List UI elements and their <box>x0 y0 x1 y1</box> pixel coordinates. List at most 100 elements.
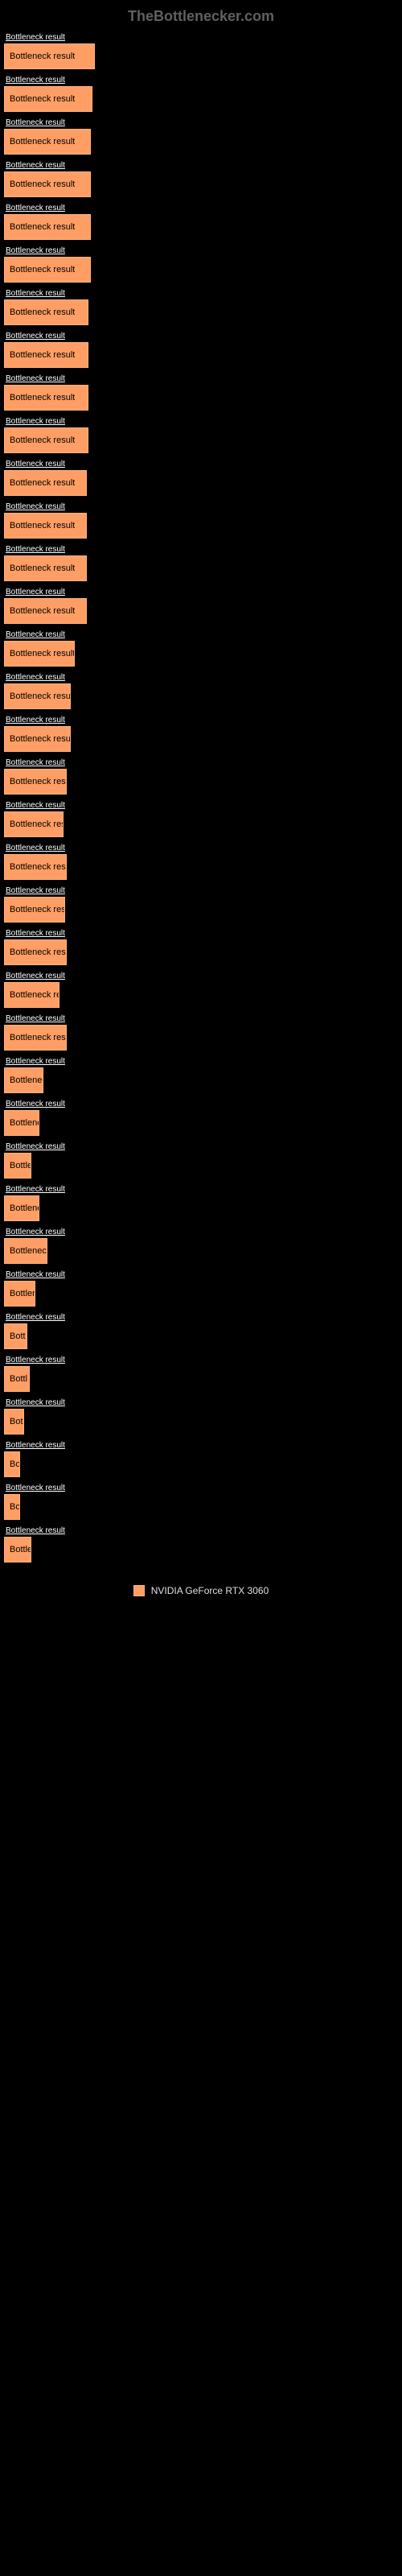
bar[interactable]: Bottleneck <box>4 1238 47 1264</box>
bar[interactable]: Bottleneck result <box>4 854 67 880</box>
bar-row: Bottleneck result Bott <box>4 1313 398 1349</box>
bar[interactable]: Bot <box>4 1409 24 1435</box>
bar-link[interactable]: Bottleneck result <box>4 1014 398 1023</box>
bar[interactable]: Bottleneck result <box>4 513 87 539</box>
bar[interactable]: Bottleneck result <box>4 171 91 197</box>
bar-link[interactable]: Bottleneck result <box>4 758 398 767</box>
bar-row: Bottleneck result Bottleneck result <box>4 374 398 411</box>
bar-label: Bottleneck result <box>10 862 66 872</box>
bar[interactable]: Bottleneck result <box>4 470 87 496</box>
bar[interactable]: Bottleneck result <box>4 598 87 624</box>
bar-link[interactable]: Bottleneck result <box>4 161 398 170</box>
bar-link[interactable]: Bottleneck result <box>4 844 398 852</box>
bar[interactable]: Bottle <box>4 1153 31 1179</box>
bar-wrapper: Bottleneck result <box>4 86 398 112</box>
bar-wrapper: Bottleneck result <box>4 257 398 283</box>
bar[interactable]: Bo <box>4 1451 20 1477</box>
bar-label: Bottleneck result <box>10 606 75 616</box>
bar-row: Bottleneck result Bottlenec <box>4 1057 398 1093</box>
bar[interactable]: Bottleneck result <box>4 1025 67 1051</box>
bar-link[interactable]: Bottleneck result <box>4 673 398 682</box>
bar-label: Bottleneck result <box>10 521 75 530</box>
bar-row: Bottleneck resultBottleneck result <box>4 929 398 965</box>
bar-link[interactable]: Bottleneck result <box>4 502 398 511</box>
bar[interactable]: Bo <box>4 1494 20 1520</box>
legend-color-box <box>133 1585 145 1596</box>
bar[interactable]: Bott <box>4 1323 27 1349</box>
bar-row: Bottleneck result Bottleneck resul <box>4 886 398 923</box>
bar-wrapper: Bottleneck result <box>4 769 398 795</box>
bar[interactable]: Bottleneck result <box>4 555 87 581</box>
bar[interactable]: Bottleneck resul <box>4 897 65 923</box>
bar-link[interactable]: Bottleneck result <box>4 588 398 597</box>
bar-link[interactable]: Bottleneck result <box>4 1185 398 1194</box>
bar-link[interactable]: Bottleneck result <box>4 289 398 298</box>
bar-link[interactable]: Bottleneck result <box>4 716 398 724</box>
bar-link[interactable]: Bottleneck result <box>4 1313 398 1322</box>
bar[interactable]: Bottlene <box>4 1195 39 1221</box>
bar-label: Bo <box>10 1502 19 1512</box>
bar-row: Bottleneck resultBottleneck result <box>4 673 398 709</box>
bar-row: Bottleneck result Bot <box>4 1398 398 1435</box>
bar-wrapper: Bottleneck result <box>4 854 398 880</box>
bar-link[interactable]: Bottleneck result <box>4 1356 398 1364</box>
bar-link[interactable]: Bottleneck result <box>4 545 398 554</box>
bar-row: Bottleneck result Bottleneck result <box>4 289 398 325</box>
bar-link[interactable]: Bottleneck result <box>4 972 398 980</box>
bar[interactable]: Bottleneck res <box>4 982 59 1008</box>
bar-row: Bottleneck resultBottleneck result <box>4 33 398 69</box>
bar-label: Bottlene <box>10 1203 39 1213</box>
bar-link[interactable]: Bottleneck result <box>4 1142 398 1151</box>
bar[interactable]: Bottle <box>4 1537 31 1563</box>
bar[interactable]: Bottleneck res <box>4 811 64 837</box>
bar-wrapper: Bottleneck result <box>4 641 398 667</box>
bar-label: Bottleneck result <box>10 308 75 317</box>
bar[interactable]: Bottlene <box>4 1110 39 1136</box>
bar-link[interactable]: Bottleneck result <box>4 1526 398 1535</box>
bar[interactable]: Bottleneck result <box>4 641 75 667</box>
bar-link[interactable]: Bottleneck result <box>4 118 398 127</box>
bar-link[interactable]: Bottleneck result <box>4 76 398 85</box>
bar-link[interactable]: Bottleneck result <box>4 417 398 426</box>
bar-link[interactable]: Bottleneck result <box>4 929 398 938</box>
bar-label: Bottlenec <box>10 1075 43 1085</box>
bar-link[interactable]: Bottleneck result <box>4 1484 398 1492</box>
bar-link[interactable]: Bottleneck result <box>4 246 398 255</box>
bar[interactable]: Bottleneck result <box>4 385 88 411</box>
bar-link[interactable]: Bottleneck result <box>4 1441 398 1450</box>
bar-link[interactable]: Bottleneck result <box>4 1228 398 1236</box>
bar-link[interactable]: Bottleneck result <box>4 1100 398 1108</box>
bar-link[interactable]: Bottleneck result <box>4 630 398 639</box>
bar[interactable]: Bottleneck result <box>4 342 88 368</box>
bar-link[interactable]: Bottleneck result <box>4 33 398 42</box>
bar-label: Bott <box>10 1331 26 1341</box>
bar-link[interactable]: Bottleneck result <box>4 460 398 469</box>
bar[interactable]: Bottleneck result <box>4 939 67 965</box>
bar-link[interactable]: Bottleneck result <box>4 1270 398 1279</box>
bar[interactable]: Bottleneck result <box>4 427 88 453</box>
bar-link[interactable]: Bottleneck result <box>4 204 398 213</box>
bar[interactable]: Bottlenec <box>4 1067 43 1093</box>
bar[interactable]: Bottleneck result <box>4 769 67 795</box>
bar[interactable]: Bottleneck result <box>4 214 91 240</box>
bar-link[interactable]: Bottleneck result <box>4 332 398 341</box>
bar[interactable]: Bottler <box>4 1281 35 1307</box>
bar[interactable]: Bottleneck result <box>4 86 92 112</box>
bar[interactable]: Bottleneck result <box>4 257 91 283</box>
bar-row: Bottleneck result Bottleneck res <box>4 972 398 1008</box>
bar[interactable]: Bottleneck result <box>4 43 95 69</box>
bar-row: Bottleneck result Bottleneck result <box>4 118 398 155</box>
bar-wrapper: Bottle <box>4 1153 398 1179</box>
bar-link[interactable]: Bottleneck result <box>4 1057 398 1066</box>
bar[interactable]: Bottleneck result <box>4 299 88 325</box>
bar-link[interactable]: Bottleneck result <box>4 886 398 895</box>
bar-label: Bottleneck res <box>10 990 59 1000</box>
bar-link[interactable]: Bottleneck result <box>4 374 398 383</box>
bar-link[interactable]: Bottleneck result <box>4 801 398 810</box>
bar[interactable]: Bottl <box>4 1366 30 1392</box>
bar[interactable]: Bottleneck result <box>4 683 71 709</box>
bar[interactable]: Bottleneck result <box>4 129 91 155</box>
bar[interactable]: Bottleneck result <box>4 726 71 752</box>
bar-wrapper: Bo <box>4 1451 398 1477</box>
bar-link[interactable]: Bottleneck result <box>4 1398 398 1407</box>
